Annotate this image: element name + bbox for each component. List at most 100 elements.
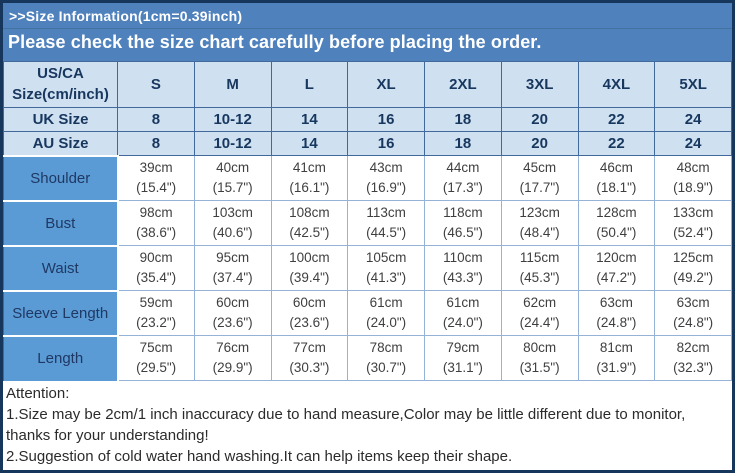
measurement-cell: 105cm (41.3") — [347, 245, 425, 291]
inch-value: (42.5") — [289, 225, 330, 240]
cm-value: 133cm — [672, 204, 714, 220]
corner-header-cell: US/CA Size(cm/inch) — [3, 61, 118, 108]
cm-value: 98cm — [139, 204, 173, 220]
region-label: AU Size — [3, 131, 118, 156]
cm-value: 120cm — [596, 249, 637, 265]
inch-value: (32.3") — [673, 360, 714, 375]
inch-value: (49.2") — [673, 270, 714, 285]
inch-value: (17.3") — [442, 180, 483, 195]
measurement-cell: 118cm (46.5") — [424, 200, 502, 246]
inch-value: (47.2") — [596, 270, 637, 285]
inch-value: (46.5") — [442, 225, 483, 240]
measurement-cell: 60cm (23.6") — [193, 290, 272, 336]
measurement-cell: 41cm (16.1") — [270, 155, 349, 201]
inch-value: (29.9") — [212, 360, 253, 375]
measurement-cell: 123cm (48.4") — [500, 200, 579, 246]
inch-value: (48.4") — [519, 225, 560, 240]
size-column-header: XL — [347, 61, 425, 108]
region-size-value: 24 — [654, 131, 732, 156]
measurement-cell: 61cm (24.0") — [347, 290, 425, 336]
inch-value: (15.7") — [212, 180, 253, 195]
inch-value: (23.6") — [289, 315, 330, 330]
cm-value: 61cm — [446, 294, 480, 310]
size-chart-table: US/CA Size(cm/inch) S M L XL 2XL 3XL 4XL 5XL UK S… — [3, 61, 732, 381]
measurement-cell: 110cm (43.3") — [424, 245, 502, 291]
inch-value: (52.4") — [673, 225, 714, 240]
region-size-value: 18 — [424, 107, 502, 132]
size-column-header: M — [193, 61, 272, 108]
measurement-cell: 60cm (23.6") — [270, 290, 349, 336]
cm-value: 123cm — [519, 204, 560, 220]
inch-value: (37.4") — [212, 270, 253, 285]
attention-line: 2.Suggestion of cold water hand washing.… — [6, 448, 513, 465]
measurement-cell: 128cm (50.4") — [577, 200, 656, 246]
measurement-cell: 125cm (49.2") — [654, 245, 732, 291]
measurement-cell: 48cm (18.9") — [654, 155, 732, 201]
measurement-cell: 40cm (15.7") — [193, 155, 272, 201]
inch-value: (18.9") — [673, 180, 714, 195]
inch-value: (45.3") — [519, 270, 560, 285]
size-column-header: 5XL — [654, 61, 732, 108]
cm-value: 61cm — [369, 294, 403, 310]
measurement-row: Bust 98cm (38.6") 103cm (40.6") 108cm (42.5") 1… — [3, 199, 732, 246]
measurement-cell: 90cm (35.4") — [117, 245, 195, 291]
region-size-value: 8 — [117, 131, 195, 156]
inch-value: (41.3") — [366, 270, 407, 285]
cm-value: 80cm — [523, 339, 557, 355]
cm-value: 48cm — [676, 159, 710, 175]
cm-value: 41cm — [292, 159, 326, 175]
measurement-cell: 80cm (31.5") — [500, 335, 579, 381]
inch-value: (31.1") — [442, 360, 483, 375]
cm-value: 63cm — [676, 294, 710, 310]
size-column-header: S — [117, 61, 195, 108]
cm-value: 43cm — [369, 159, 403, 175]
measurement-cell: 43cm (16.9") — [347, 155, 425, 201]
region-size-row: UK Size 8 10-12 14 16 18 20 22 24 — [3, 107, 732, 132]
inch-value: (30.7") — [366, 360, 407, 375]
measurement-cell: 78cm (30.7") — [347, 335, 425, 381]
region-size-value: 22 — [577, 107, 656, 132]
cm-value: 62cm — [523, 294, 557, 310]
measurement-cell: 100cm (39.4") — [270, 245, 349, 291]
region-size-value: 16 — [347, 107, 425, 132]
cm-value: 113cm — [366, 204, 406, 220]
region-size-value: 14 — [270, 107, 349, 132]
measurement-cell: 44cm (17.3") — [424, 155, 502, 201]
inch-value: (24.8") — [673, 315, 714, 330]
cm-value: 82cm — [676, 339, 710, 355]
measurement-cell: 103cm (40.6") — [193, 200, 272, 246]
inch-value: (23.6") — [212, 315, 253, 330]
measurement-cell: 133cm (52.4") — [654, 200, 732, 246]
inch-value: (24.0") — [442, 315, 483, 330]
inch-value: (50.4") — [596, 225, 637, 240]
region-size-value: 16 — [347, 131, 425, 156]
cm-value: 108cm — [289, 204, 330, 220]
measurement-label: Sleeve Length — [3, 289, 119, 336]
measurement-cell: 77cm (30.3") — [270, 335, 349, 381]
measurement-cell: 63cm (24.8") — [577, 290, 656, 336]
inch-value: (43.3") — [442, 270, 483, 285]
measurement-cell: 59cm (23.2") — [117, 290, 195, 336]
measurement-row: Sleeve Length 59cm (23.2") 60cm (23.6") 60cm (… — [3, 289, 732, 336]
cm-value: 78cm — [369, 339, 403, 355]
cm-value: 60cm — [216, 294, 250, 310]
measurement-cell: 81cm (31.9") — [577, 335, 656, 381]
cm-value: 45cm — [523, 159, 557, 175]
measurement-cell: 63cm (24.8") — [654, 290, 732, 336]
banner: >>Size Information(1cm=0.39inch) Please … — [3, 3, 732, 61]
banner-title: >>Size Information(1cm=0.39inch) — [9, 8, 243, 24]
region-size-value: 20 — [500, 131, 579, 156]
cm-value: 63cm — [599, 294, 633, 310]
measurement-cell: 62cm (24.4") — [500, 290, 579, 336]
region-size-value: 8 — [117, 107, 195, 132]
cm-value: 60cm — [292, 294, 326, 310]
inch-value: (24.8") — [596, 315, 637, 330]
attention-line: 1.Size may be 2cm/1 inch inaccuracy due … — [6, 406, 686, 423]
size-column-header: 3XL — [500, 61, 579, 108]
measurement-cell: 108cm (42.5") — [270, 200, 349, 246]
inch-value: (30.3") — [289, 360, 330, 375]
region-size-value: 10-12 — [193, 131, 272, 156]
inch-value: (40.6") — [212, 225, 253, 240]
measurement-row: Length 75cm (29.5") 76cm (29.9") 77cm (30.3") 7… — [3, 334, 732, 381]
